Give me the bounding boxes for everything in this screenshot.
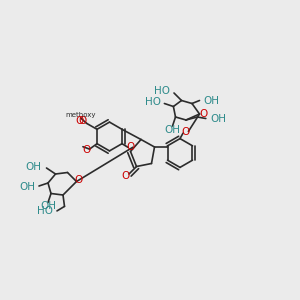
Text: O: O xyxy=(76,116,84,127)
Text: O: O xyxy=(126,142,134,152)
Text: OH: OH xyxy=(20,182,35,193)
Text: O: O xyxy=(82,145,91,155)
Text: OH: OH xyxy=(40,201,56,211)
Text: HO: HO xyxy=(154,85,170,96)
Text: OH: OH xyxy=(164,124,181,135)
Text: O: O xyxy=(182,127,190,137)
Text: HO: HO xyxy=(145,97,161,107)
Text: O: O xyxy=(79,116,87,127)
Text: OH: OH xyxy=(210,113,226,124)
Text: methoxy: methoxy xyxy=(65,112,96,118)
Text: OH: OH xyxy=(203,95,219,106)
Text: HO: HO xyxy=(37,206,52,216)
Text: O: O xyxy=(75,175,83,185)
Text: O: O xyxy=(199,109,207,119)
Text: O: O xyxy=(122,171,130,182)
Text: OH: OH xyxy=(26,161,42,172)
